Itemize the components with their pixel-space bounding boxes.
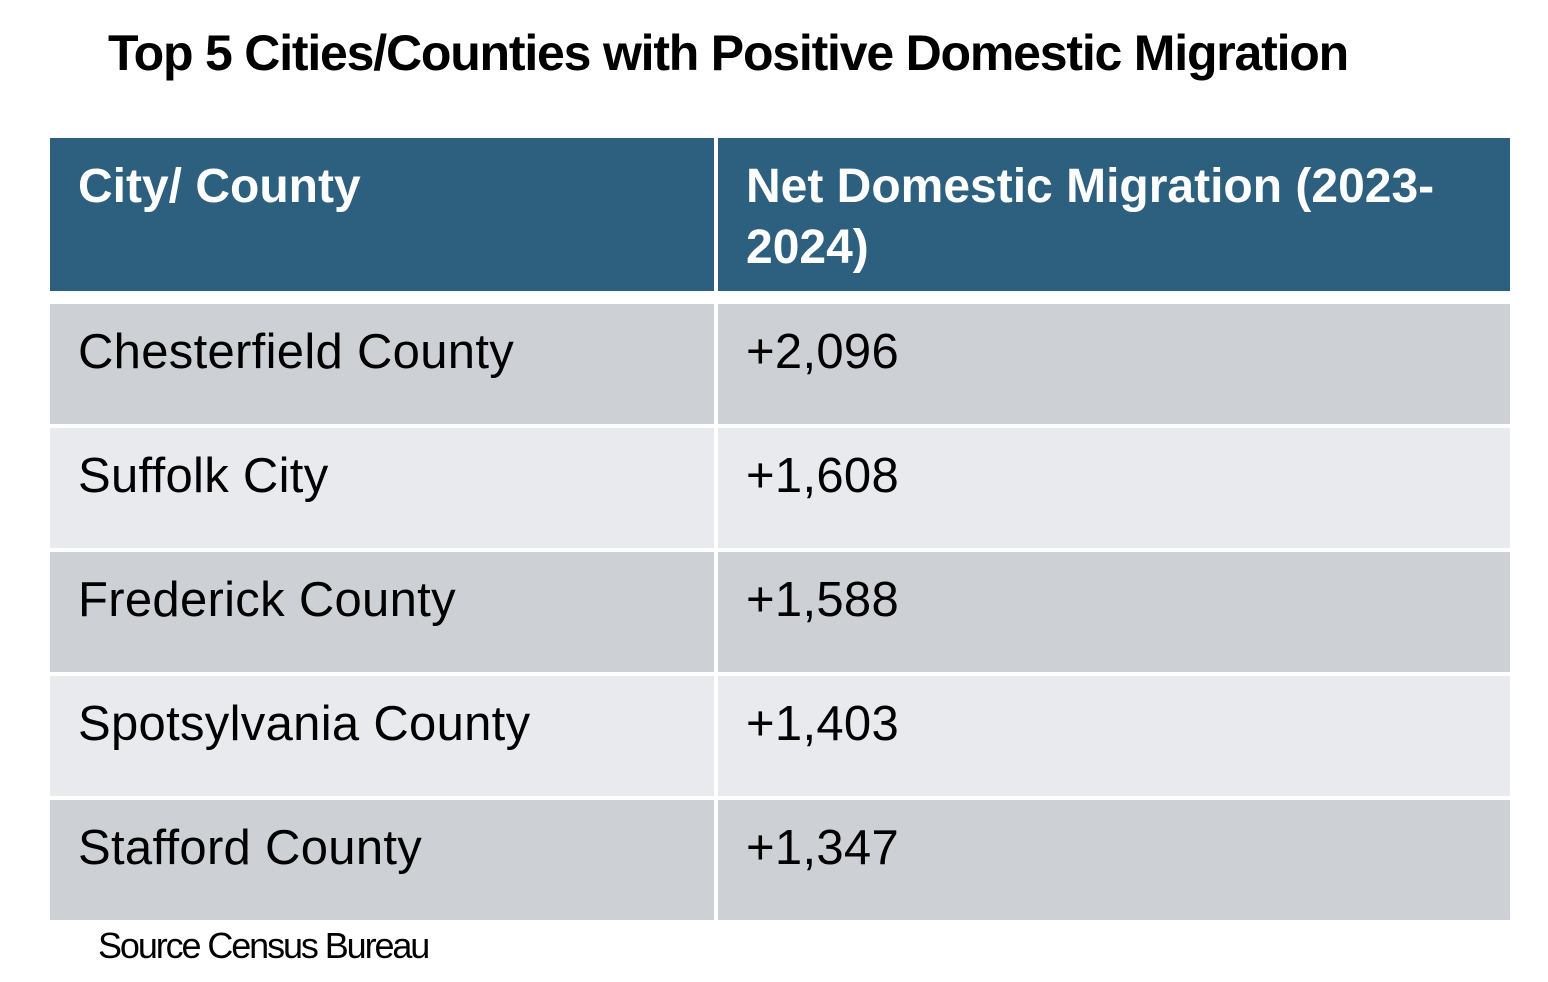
cell-net-migration: +2,096 <box>718 304 1510 424</box>
column-header-net-migration: Net Domestic Migration (2023-2024) <box>718 138 1510 291</box>
page-title: Top 5 Cities/Counties with Positive Dome… <box>108 25 1349 81</box>
table-row: Frederick County +1,588 <box>50 552 1510 672</box>
cell-city-county: Suffolk City <box>50 428 714 548</box>
cell-net-migration: +1,588 <box>718 552 1510 672</box>
migration-table: City/ County Net Domestic Migration (202… <box>50 138 1510 920</box>
table-row: Stafford County +1,347 <box>50 800 1510 920</box>
table-header-row: City/ County Net Domestic Migration (202… <box>50 138 1510 291</box>
column-header-city-county: City/ County <box>50 138 714 291</box>
cell-net-migration: +1,347 <box>718 800 1510 920</box>
table-row: Chesterfield County +2,096 <box>50 304 1510 424</box>
cell-city-county: Frederick County <box>50 552 714 672</box>
cell-city-county: Stafford County <box>50 800 714 920</box>
source-note: Source Census Bureau <box>98 925 430 966</box>
cell-city-county: Spotsylvania County <box>50 676 714 796</box>
cell-net-migration: +1,608 <box>718 428 1510 548</box>
table-row: Spotsylvania County +1,403 <box>50 676 1510 796</box>
table-row: Suffolk City +1,608 <box>50 428 1510 548</box>
cell-net-migration: +1,403 <box>718 676 1510 796</box>
cell-city-county: Chesterfield County <box>50 304 714 424</box>
